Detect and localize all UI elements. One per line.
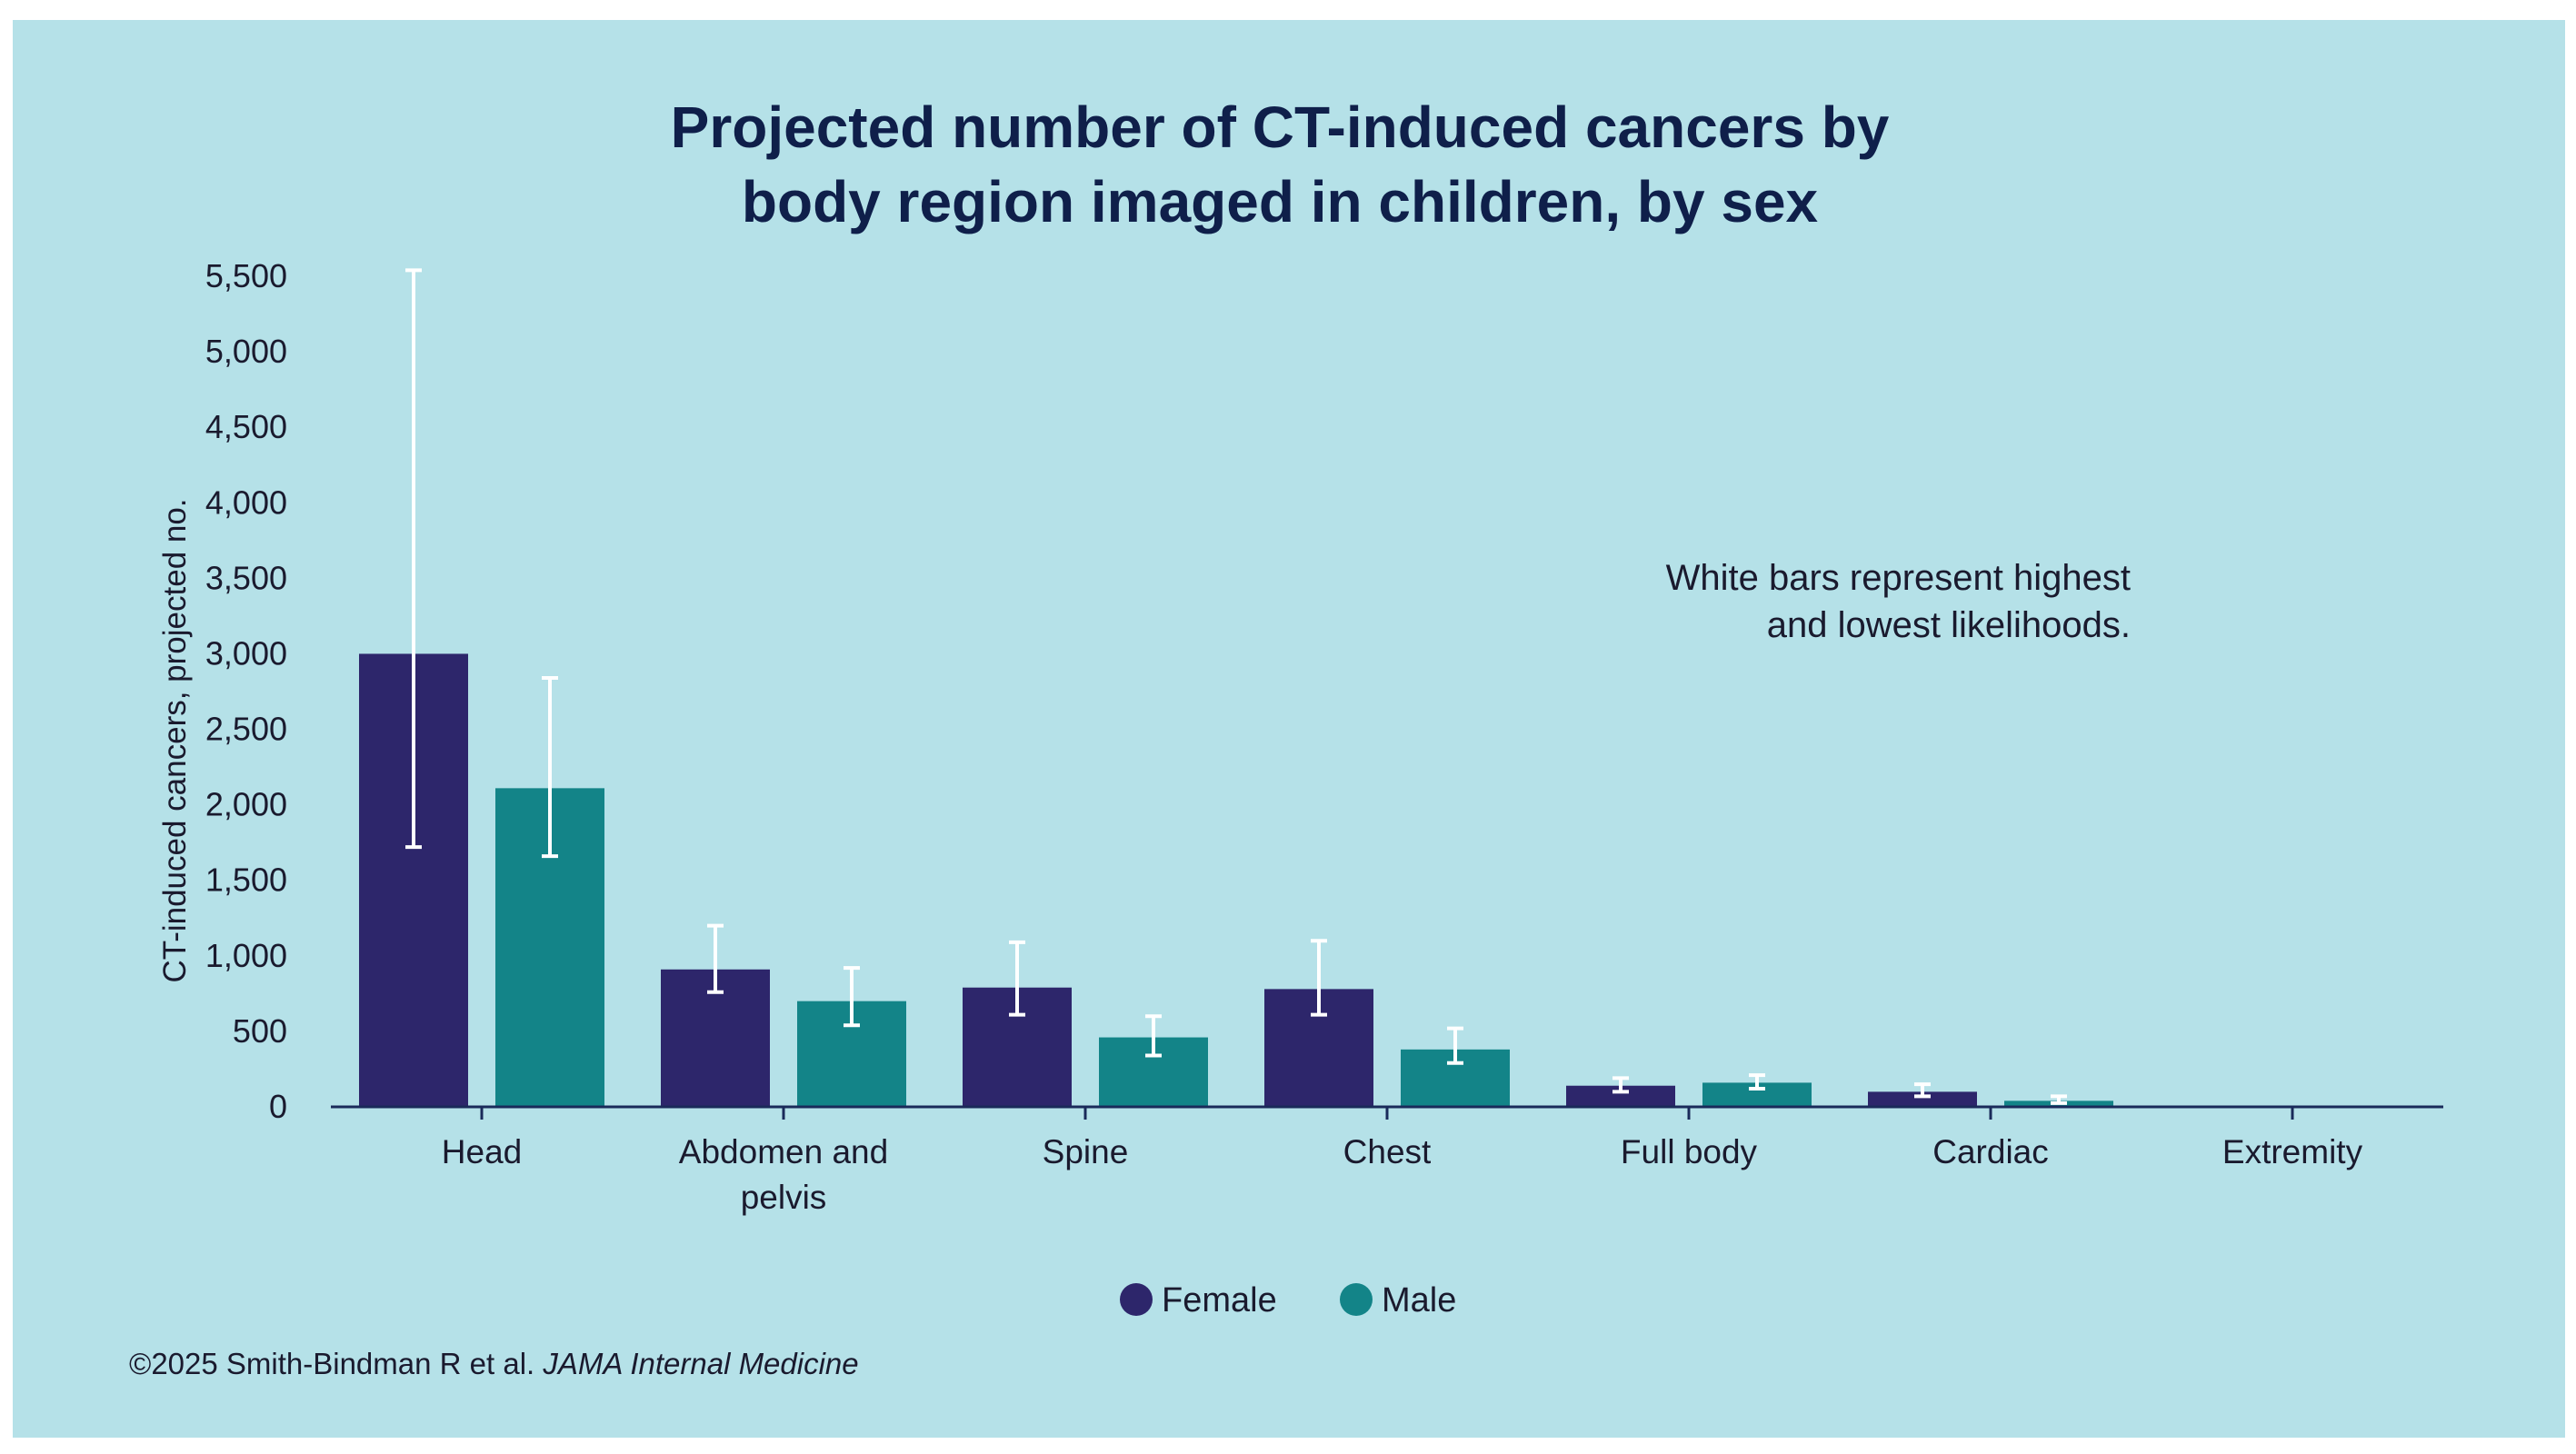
note-line-1: White bars represent highest bbox=[1666, 558, 2131, 598]
y-tick-label: 500 bbox=[233, 1012, 287, 1050]
y-tick-label: 3,000 bbox=[205, 634, 287, 672]
source-credit: ©2025 Smith-Bindman R et al. JAMA Intern… bbox=[129, 1347, 859, 1380]
x-category-label: Spine bbox=[1043, 1133, 1129, 1170]
y-axis-ticks: 0 500 1,000 1,500 2,000 2,500 3,000 3,500 4,000 4… bbox=[205, 257, 287, 1125]
y-tick-label: 5,500 bbox=[205, 257, 287, 294]
legend-male-label: Male bbox=[1382, 1281, 1456, 1320]
bar-female bbox=[1868, 1091, 1977, 1107]
bar-series-group bbox=[359, 653, 2415, 1107]
y-axis-title: CT-induced cancers, projected no. bbox=[157, 498, 193, 982]
source-prefix: ©2025 Smith-Bindman R et al. bbox=[129, 1347, 543, 1380]
y-tick-label: 1,500 bbox=[205, 861, 287, 899]
legend-female-label: Female bbox=[1162, 1281, 1277, 1320]
chart-title-line-2: body region imaged in children, by sex bbox=[742, 169, 1819, 234]
y-tick-label: 2,000 bbox=[205, 786, 287, 823]
y-tick-label: 0 bbox=[269, 1088, 287, 1125]
y-tick-label: 1,000 bbox=[205, 937, 287, 974]
x-category-label: Chest bbox=[1343, 1133, 1432, 1170]
x-category-label: pelvis bbox=[741, 1179, 827, 1216]
y-tick-label: 4,000 bbox=[205, 483, 287, 521]
source-journal: JAMA Internal Medicine bbox=[542, 1347, 858, 1380]
chart-panel: Projected number of CT-induced cancers b… bbox=[13, 20, 2565, 1438]
legend-male-swatch bbox=[1340, 1283, 1373, 1316]
bar-chart: Projected number of CT-induced cancers b… bbox=[129, 95, 2443, 1380]
x-category-label: Cardiac bbox=[1932, 1133, 2049, 1170]
legend: Female Male bbox=[1120, 1281, 1456, 1320]
x-category-label: Full body bbox=[1621, 1133, 1758, 1170]
x-category-label: Head bbox=[442, 1133, 522, 1170]
x-category-label: Extremity bbox=[2222, 1133, 2363, 1170]
legend-female-swatch bbox=[1120, 1283, 1153, 1316]
chart-title-line-1: Projected number of CT-induced cancers b… bbox=[671, 95, 1890, 160]
y-tick-label: 5,000 bbox=[205, 333, 287, 370]
y-tick-label: 4,500 bbox=[205, 408, 287, 445]
y-tick-label: 2,500 bbox=[205, 711, 287, 748]
note-line-2: and lowest likelihoods. bbox=[1767, 605, 2131, 645]
x-category-label: Abdomen and bbox=[679, 1133, 888, 1170]
y-tick-label: 3,500 bbox=[205, 559, 287, 596]
x-axis-labels: Head Abdomen and pelvis Spine Chest Full body… bbox=[442, 1107, 2363, 1216]
error-bar-group bbox=[405, 268, 2067, 1105]
bar-female bbox=[1566, 1085, 1675, 1107]
